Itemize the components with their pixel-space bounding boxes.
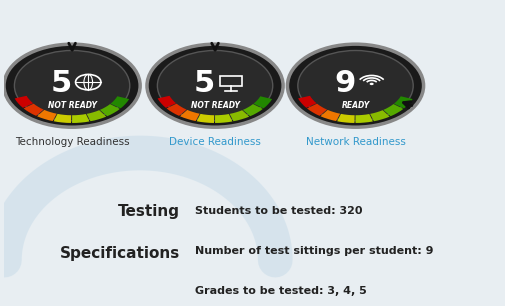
Text: Number of test sittings per student: 9: Number of test sittings per student: 9: [194, 246, 433, 256]
Text: 9: 9: [334, 69, 355, 99]
Text: Device Readiness: Device Readiness: [169, 137, 261, 147]
Wedge shape: [307, 104, 326, 116]
Wedge shape: [369, 110, 389, 121]
Wedge shape: [86, 110, 106, 121]
Wedge shape: [72, 114, 89, 123]
Circle shape: [157, 50, 272, 121]
Wedge shape: [15, 96, 33, 108]
Wedge shape: [355, 114, 372, 123]
Circle shape: [287, 44, 423, 127]
Wedge shape: [336, 114, 354, 123]
Circle shape: [14, 50, 129, 121]
Wedge shape: [180, 110, 199, 121]
Text: NOT READY: NOT READY: [190, 101, 239, 110]
Wedge shape: [37, 110, 57, 121]
Text: READY: READY: [341, 101, 369, 110]
Wedge shape: [157, 96, 176, 108]
Wedge shape: [54, 114, 71, 123]
Text: Grades to be tested: 3, 4, 5: Grades to be tested: 3, 4, 5: [194, 286, 366, 296]
Wedge shape: [215, 114, 232, 123]
Text: Specifications: Specifications: [60, 246, 180, 262]
Wedge shape: [297, 96, 316, 108]
Wedge shape: [99, 104, 120, 116]
Wedge shape: [242, 104, 263, 116]
Circle shape: [4, 44, 140, 127]
Wedge shape: [253, 96, 272, 108]
Text: 5: 5: [51, 69, 72, 99]
Circle shape: [369, 83, 373, 85]
Wedge shape: [393, 96, 412, 108]
Text: 5: 5: [193, 69, 215, 99]
Wedge shape: [229, 110, 249, 121]
Wedge shape: [320, 110, 339, 121]
Text: NOT READY: NOT READY: [47, 101, 96, 110]
Circle shape: [297, 50, 413, 121]
Wedge shape: [110, 96, 129, 108]
Text: Technology Readiness: Technology Readiness: [15, 137, 129, 147]
Wedge shape: [166, 104, 186, 116]
Text: Testing: Testing: [118, 203, 180, 219]
Wedge shape: [24, 104, 43, 116]
Wedge shape: [196, 114, 214, 123]
Text: Network Readiness: Network Readiness: [305, 137, 405, 147]
Text: Students to be tested: 320: Students to be tested: 320: [194, 206, 362, 216]
Circle shape: [146, 44, 283, 127]
Wedge shape: [383, 104, 402, 116]
